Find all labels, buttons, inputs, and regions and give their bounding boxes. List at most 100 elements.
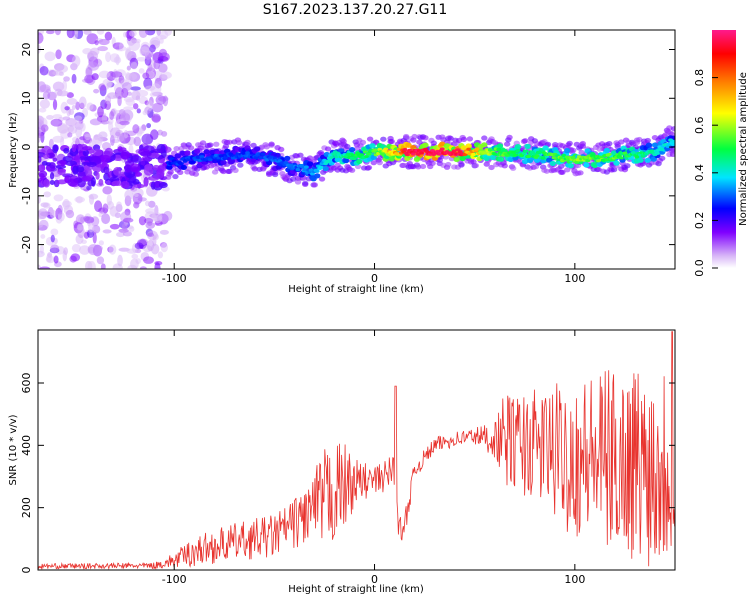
heatmap-cell: [101, 114, 108, 125]
heatmap-cell: [88, 222, 95, 233]
heatmap-cell: [140, 49, 146, 55]
heatmap-cell: [105, 51, 111, 63]
heatmap-cell: [89, 118, 102, 126]
heatmap-cell: [143, 176, 149, 187]
heatmap-cell: [228, 158, 236, 165]
heatmap-cell: [149, 44, 156, 53]
heatmap-cell: [71, 144, 77, 153]
heatmap-cell: [203, 149, 210, 155]
y-tick-label: -20: [20, 236, 33, 254]
heatmap-cell: [314, 173, 321, 179]
heatmap-cell: [564, 148, 571, 154]
heatmap-cell: [496, 147, 502, 151]
heatmap-cell: [514, 144, 522, 150]
heatmap-cell: [52, 157, 58, 162]
heatmap-cell: [567, 163, 575, 169]
heatmap-cell: [151, 102, 164, 113]
heatmap-cell: [220, 168, 227, 175]
heatmap-cell: [439, 147, 445, 151]
heatmap-cell: [50, 228, 59, 236]
heatmap-cell: [570, 156, 576, 160]
heatmap-cell: [117, 95, 122, 107]
heatmap-cell: [55, 49, 62, 60]
heatmap-cell: [86, 102, 94, 111]
heatmap-cell: [50, 234, 55, 243]
heatmap-cell: [160, 71, 172, 79]
heatmap-cell: [67, 132, 73, 138]
heatmap-cell: [131, 253, 139, 260]
heatmap-cell: [379, 152, 385, 156]
heatmap-cell: [534, 154, 540, 158]
heatmap-cell: [466, 136, 474, 142]
heatmap-cell: [324, 146, 332, 152]
heatmap-cell: [115, 129, 124, 137]
heatmap-cell: [142, 156, 153, 162]
heatmap-cell: [603, 147, 611, 154]
heatmap-cell: [62, 80, 68, 92]
heatmap-cell: [543, 168, 550, 174]
heatmap-cell: [634, 155, 640, 159]
heatmap-cell: [104, 147, 114, 157]
heatmap-cell: [156, 30, 161, 36]
heatmap-cell: [348, 167, 356, 173]
heatmap-cell: [402, 133, 410, 140]
heatmap-cell: [47, 91, 57, 101]
heatmap-cell: [52, 70, 64, 76]
heatmap-cell: [435, 149, 440, 154]
y-tick-label: 400: [20, 435, 33, 456]
heatmap-cell: [144, 200, 150, 207]
y-tick-label: 10: [20, 91, 33, 105]
heatmap-cell: [241, 151, 247, 155]
y-tick-label: 600: [20, 372, 33, 393]
y-tick-label: 0: [20, 567, 33, 574]
heatmap-cell: [138, 216, 147, 226]
heatmap-cell: [74, 115, 83, 122]
heatmap-cell: [158, 182, 168, 189]
heatmap-cell: [66, 98, 78, 105]
heatmap-cell: [364, 154, 369, 159]
heatmap-cell: [149, 152, 160, 158]
heatmap-cell: [98, 38, 110, 46]
heatmap-cell: [120, 151, 129, 160]
heatmap-cell: [177, 169, 184, 176]
heatmap-cell: [94, 40, 99, 46]
heatmap-cell: [43, 178, 51, 188]
heatmap-cell: [237, 162, 244, 168]
heatmap-cell: [509, 165, 517, 171]
heatmap-cell: [102, 203, 109, 214]
heatmap-cell: [154, 180, 161, 188]
heatmap-cell: [90, 177, 96, 187]
heatmap-cell: [192, 171, 200, 177]
heatmap-cell: [356, 158, 363, 165]
heatmap-cell: [600, 158, 606, 162]
heatmap-cell: [50, 244, 60, 253]
heatmap-cell: [75, 214, 86, 225]
heatmap-cell: [162, 95, 169, 107]
heatmap-cell: [561, 153, 567, 158]
heatmap-cell: [650, 156, 657, 162]
heatmap-cell: [103, 166, 110, 175]
y-tick-label: 20: [20, 43, 33, 57]
heatmap-cell: [173, 146, 180, 152]
heatmap-cell: [618, 139, 625, 145]
heatmap-cell: [670, 142, 675, 147]
heatmap-cell: [144, 50, 152, 60]
heatmap-cell: [154, 262, 161, 269]
heatmap-cell: [62, 198, 70, 210]
heatmap-cell: [515, 149, 521, 153]
heatmap-cell: [558, 156, 564, 160]
heatmap-cell: [331, 152, 337, 157]
heatmap-cell: [404, 152, 410, 157]
heatmap-cell: [106, 194, 112, 206]
heatmap-cell: [124, 189, 134, 201]
heatmap-cell: [376, 160, 383, 166]
heatmap-cell: [184, 150, 191, 156]
snr-y-axis-label: SNR (10 * v/v): [8, 414, 19, 485]
heatmap-cell: [101, 213, 111, 225]
heatmap-cell: [125, 72, 131, 81]
heatmap-cell: [133, 136, 141, 147]
heatmap-cell: [74, 196, 85, 203]
heatmap-cell: [348, 147, 356, 153]
heatmap-cell: [128, 39, 141, 51]
heatmap-cell: [513, 153, 518, 157]
